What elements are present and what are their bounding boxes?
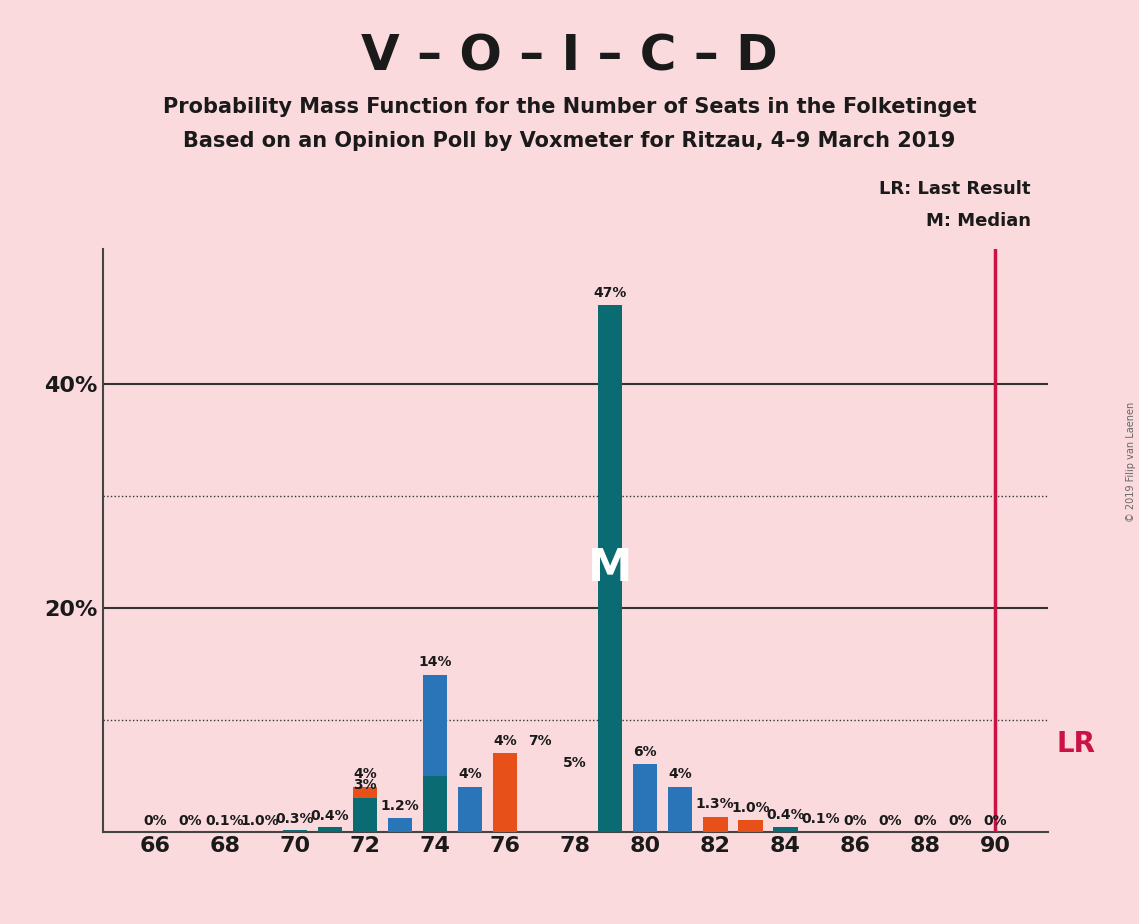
Text: 1.0%: 1.0% [240,814,279,828]
Text: 0.1%: 0.1% [801,812,839,826]
Bar [458,787,483,832]
Bar [493,753,517,832]
Text: 4%: 4% [493,734,517,748]
Text: 0%: 0% [949,814,973,828]
Bar [282,831,308,832]
Text: 0.3%: 0.3% [276,812,314,826]
Text: 4%: 4% [458,767,482,781]
Text: 0.4%: 0.4% [765,808,804,821]
Text: 1.3%: 1.3% [696,797,735,811]
Text: 0%: 0% [984,814,1007,828]
Text: LR: Last Result: LR: Last Result [879,180,1031,198]
Bar [353,787,377,832]
Text: 0.1%: 0.1% [206,814,245,828]
Text: 0.4%: 0.4% [311,808,350,822]
Bar [493,787,517,832]
Bar [633,764,657,832]
Text: 0%: 0% [178,814,202,828]
Text: 0%: 0% [844,814,867,828]
Text: 1.2%: 1.2% [380,798,419,812]
Bar [353,798,377,832]
Text: Based on an Opinion Poll by Voxmeter for Ritzau, 4–9 March 2019: Based on an Opinion Poll by Voxmeter for… [183,131,956,152]
Bar [667,787,693,832]
Text: 5%: 5% [564,756,587,770]
Text: 0%: 0% [913,814,937,828]
Text: 47%: 47% [593,286,626,300]
Text: V – O – I – C – D: V – O – I – C – D [361,32,778,80]
Text: M: Median: M: Median [926,212,1031,229]
Bar [318,827,343,832]
Text: M: M [588,547,632,590]
Text: 0%: 0% [878,814,902,828]
Text: 6%: 6% [633,745,657,759]
Text: 4%: 4% [353,767,377,781]
Bar [738,821,762,832]
Text: Probability Mass Function for the Number of Seats in the Folketinget: Probability Mass Function for the Number… [163,97,976,117]
Text: 1.0%: 1.0% [731,801,770,815]
Text: 0%: 0% [144,814,166,828]
Text: 14%: 14% [418,655,452,669]
Bar [703,817,728,832]
Bar [423,775,448,832]
Text: © 2019 Filip van Laenen: © 2019 Filip van Laenen [1125,402,1136,522]
Text: 3%: 3% [353,778,377,793]
Bar [388,818,412,832]
Text: 7%: 7% [528,734,552,748]
Bar [773,827,797,832]
Text: 4%: 4% [669,767,693,781]
Bar [423,675,448,832]
Text: LR: LR [1057,730,1096,758]
Bar [598,306,623,832]
